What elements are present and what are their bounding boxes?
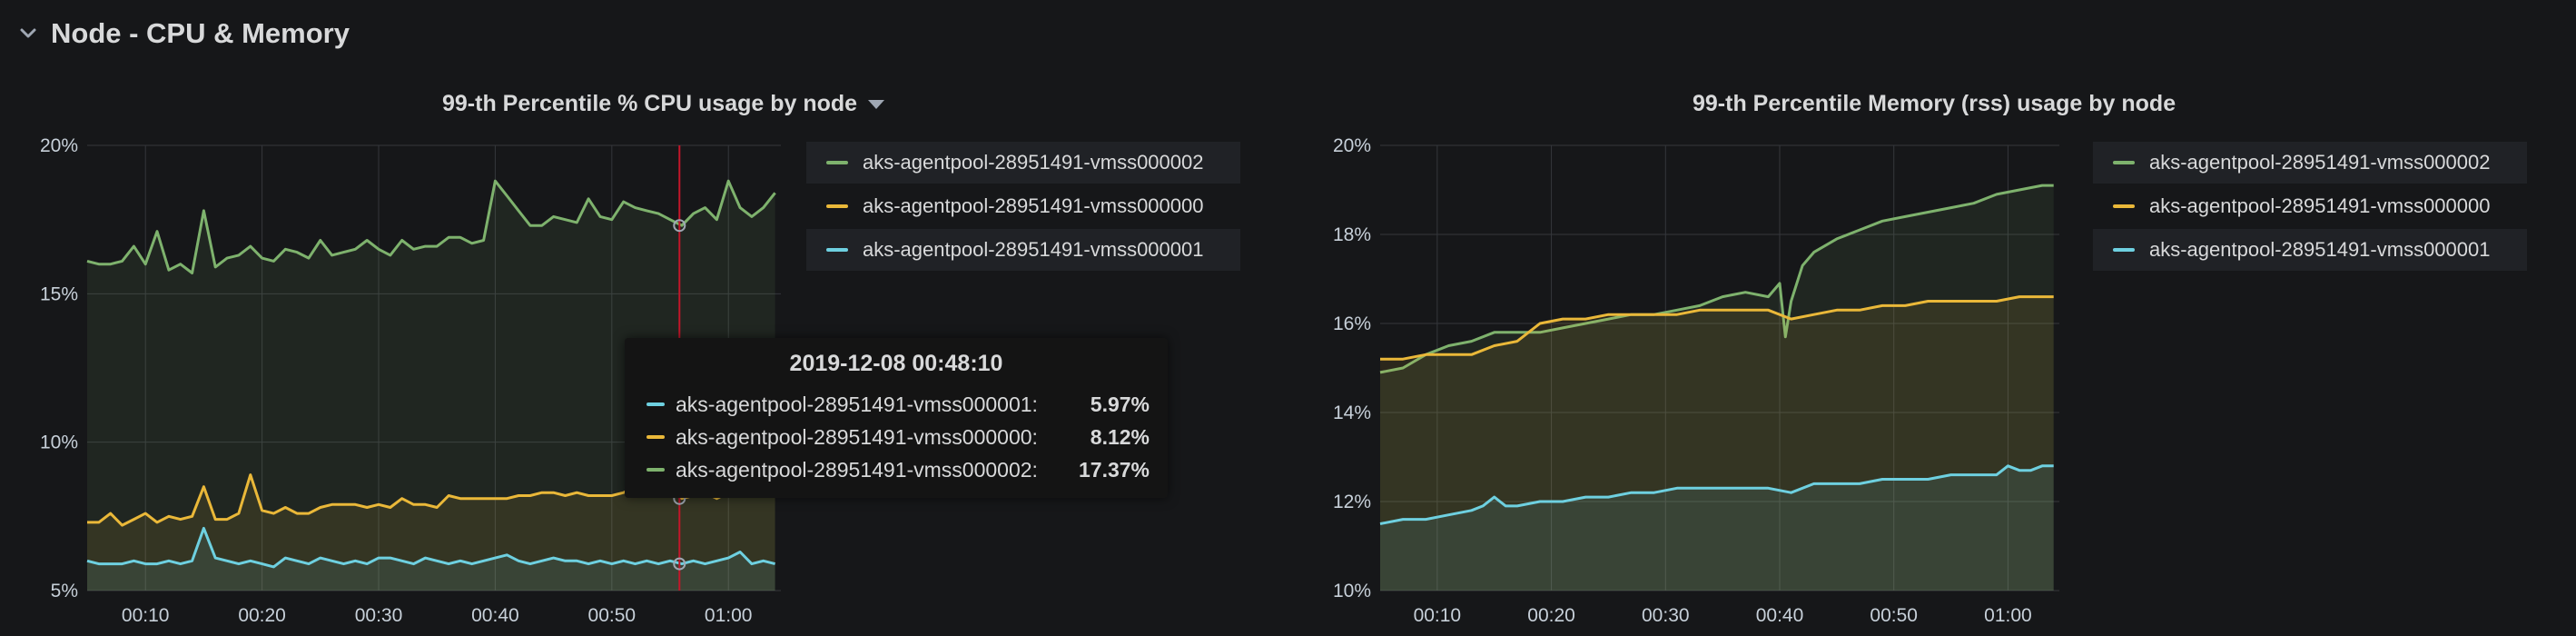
legend-label: aks-agentpool-28951491-vmss000001 [2149, 238, 2491, 261]
legend-swatch [826, 161, 848, 164]
tooltip-series-name: aks-agentpool-28951491-vmss000000: [676, 424, 1038, 449]
y-tick-label: 16% [1333, 313, 1371, 334]
legend-swatch [2113, 204, 2135, 208]
y-tick-label: 10% [40, 432, 78, 453]
tooltip-time: 2019-12-08 00:48:10 [789, 351, 1003, 376]
tooltip-swatch [646, 468, 665, 472]
x-tick-label: 00:50 [1870, 605, 1918, 626]
legend-label: aks-agentpool-28951491-vmss000002 [863, 151, 1204, 174]
x-tick-label: 00:10 [122, 605, 170, 626]
y-tick-label: 18% [1333, 224, 1371, 245]
tooltip-row: aks-agentpool-28951491-vmss000002: 17.37… [625, 453, 1168, 486]
x-tick-label: 00:40 [471, 605, 519, 626]
y-tick-label: 14% [1333, 402, 1371, 423]
tooltip-value: 17.37% [1078, 457, 1150, 482]
tooltip-value: 8.12% [1090, 424, 1150, 449]
x-tick-label: 00:50 [588, 605, 637, 626]
legend-item[interactable]: aks-agentpool-28951491-vmss000001 [806, 229, 1240, 271]
tooltip-value: 5.97% [1090, 392, 1150, 416]
legend-label: aks-agentpool-28951491-vmss000000 [863, 194, 1204, 217]
legend-label: aks-agentpool-28951491-vmss000001 [863, 238, 1204, 261]
legend-swatch [826, 248, 848, 252]
row-title: Node - CPU & Memory [51, 17, 350, 49]
legend-item[interactable]: aks-agentpool-28951491-vmss000000 [806, 185, 1240, 227]
series-area [1380, 465, 2054, 591]
hover-point-marker [673, 219, 686, 233]
x-tick-label: 01:00 [705, 605, 753, 626]
series-line [86, 526, 775, 569]
series-line [1379, 464, 2054, 525]
hover-point-marker [673, 557, 686, 571]
series-line [1380, 295, 2054, 361]
tooltip-series-name: aks-agentpool-28951491-vmss000002: [676, 457, 1038, 482]
series-area [1380, 296, 2054, 591]
cpu-chart[interactable]: 5% 10% 15% 20% 00:10 00:20 00:30 00:40 00:50 01:0… [0, 71, 790, 636]
tooltip-series-name: aks-agentpool-28951491-vmss000001: [676, 392, 1038, 416]
memory-panel: 99-th Percentile Memory (rss) usage by n… [1288, 71, 2576, 636]
cpu-legend: aks-agentpool-28951491-vmss000002 aks-ag… [806, 142, 1240, 273]
legend-swatch [2113, 161, 2135, 164]
series-area [87, 181, 775, 591]
x-tick-label: 00:20 [1527, 605, 1575, 626]
legend-item[interactable]: aks-agentpool-28951491-vmss000002 [2093, 142, 2527, 184]
row-header[interactable]: Node - CPU & Memory [18, 11, 350, 56]
tooltip-row: aks-agentpool-28951491-vmss000001: 5.97% [625, 388, 1168, 421]
y-tick-label: 20% [1333, 135, 1371, 156]
series-area [1380, 185, 2054, 591]
legend-swatch [2113, 248, 2135, 252]
legend-label: aks-agentpool-28951491-vmss000000 [2149, 194, 2491, 217]
legend-label: aks-agentpool-28951491-vmss000002 [2149, 151, 2491, 174]
cpu-panel: 99-th Percentile % CPU usage by node 5% 1… [0, 71, 1289, 636]
series-line [86, 179, 776, 274]
y-tick-label: 15% [40, 283, 78, 304]
y-tick-label: 10% [1333, 581, 1371, 601]
x-tick-label: 01:00 [1984, 605, 2032, 626]
legend-item[interactable]: aks-agentpool-28951491-vmss000000 [2093, 185, 2527, 227]
memory-legend: aks-agentpool-28951491-vmss000002 aks-ag… [2093, 142, 2527, 273]
memory-chart[interactable]: 10% 12% 14% 16% 18% 20% 00:10 00:20 00:30 00:40 00… [1288, 71, 2068, 636]
tooltip-swatch [646, 402, 665, 406]
y-tick-label: 5% [51, 581, 78, 601]
panel-title-cpu[interactable]: 99-th Percentile % CPU usage by node [442, 85, 885, 122]
panel-title-text: 99-th Percentile Memory (rss) usage by n… [1693, 91, 2176, 116]
tooltip-row: aks-agentpool-28951491-vmss000000: 8.12% [625, 421, 1168, 453]
panel-title-memory[interactable]: 99-th Percentile Memory (rss) usage by n… [1693, 85, 2176, 122]
chevron-down-icon[interactable] [18, 24, 38, 44]
y-tick-label: 12% [1333, 492, 1371, 512]
tooltip-swatch [646, 435, 665, 439]
x-tick-label: 00:30 [355, 605, 403, 626]
legend-swatch [826, 204, 848, 208]
x-tick-label: 00:30 [1642, 605, 1690, 626]
panel-title-text: 99-th Percentile % CPU usage by node [442, 91, 858, 116]
x-tick-label: 00:40 [1756, 605, 1804, 626]
series-line [1379, 184, 2054, 374]
y-tick-label: 20% [40, 135, 78, 156]
legend-item[interactable]: aks-agentpool-28951491-vmss000002 [806, 142, 1240, 184]
legend-item[interactable]: aks-agentpool-28951491-vmss000001 [2093, 229, 2527, 271]
hover-tooltip: 2019-12-08 00:48:10 aks-agentpool-289514… [625, 338, 1168, 498]
x-tick-label: 00:10 [1414, 605, 1462, 626]
caret-down-icon[interactable] [868, 100, 885, 110]
x-tick-label: 00:20 [238, 605, 286, 626]
